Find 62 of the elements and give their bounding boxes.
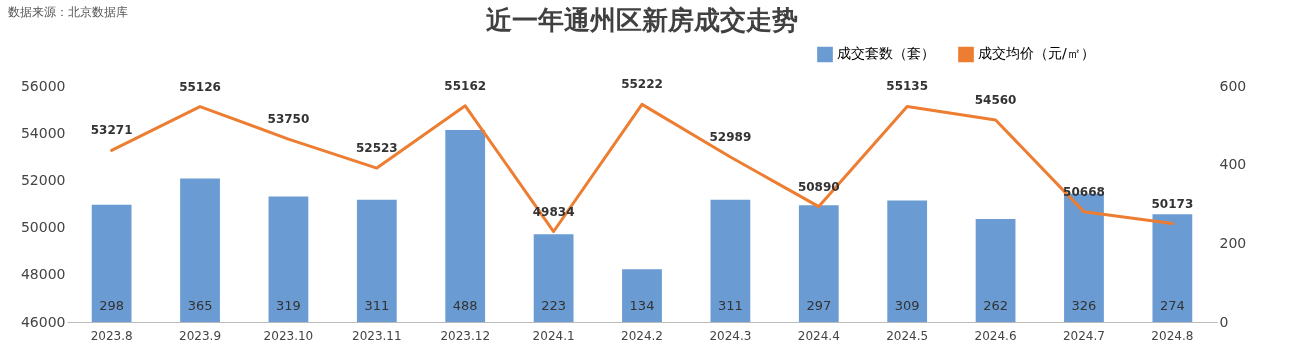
data-label: 298 bbox=[99, 298, 125, 313]
y2-tick-label: 600 bbox=[1219, 77, 1247, 94]
data-label: 223 bbox=[541, 298, 567, 313]
data-label: 55135 bbox=[886, 79, 929, 94]
data-label: 53271 bbox=[90, 123, 133, 138]
x-tick-label: 2024.3 bbox=[709, 328, 752, 342]
x-tick-label: 2023.8 bbox=[90, 328, 133, 342]
bar bbox=[268, 196, 309, 322]
bar bbox=[622, 269, 662, 322]
x-tick-label: 2024.2 bbox=[621, 328, 663, 342]
y-tick-label: 56000 bbox=[20, 77, 66, 94]
data-label: 297 bbox=[806, 298, 832, 313]
data-label: 262 bbox=[983, 298, 1008, 313]
y2-tick-label: 400 bbox=[1219, 156, 1247, 173]
data-label: 365 bbox=[187, 298, 213, 313]
data-label: 54560 bbox=[974, 92, 1017, 107]
bar bbox=[356, 199, 397, 322]
data-label: 326 bbox=[1071, 298, 1097, 313]
legend-label: 成交均价（元/㎡） bbox=[978, 45, 1095, 62]
bar bbox=[798, 205, 839, 322]
chart-title: 近一年通州区新房成交走势 bbox=[486, 5, 798, 35]
data-label: 55162 bbox=[444, 78, 487, 93]
x-tick-label: 2023.10 bbox=[263, 328, 314, 342]
bar bbox=[180, 178, 220, 322]
y-tick-label: 50000 bbox=[20, 219, 66, 236]
data-label: 50173 bbox=[1151, 196, 1194, 211]
y2-tick-label: 0 bbox=[1219, 313, 1229, 330]
data-label: 488 bbox=[452, 298, 478, 313]
data-label: 52523 bbox=[355, 141, 398, 156]
y-tick-label: 52000 bbox=[20, 171, 66, 188]
x-tick-label: 2024.7 bbox=[1062, 328, 1105, 342]
bar bbox=[1152, 214, 1193, 322]
data-label: 311 bbox=[364, 298, 390, 313]
data-label: 319 bbox=[276, 298, 301, 313]
data-label: 52989 bbox=[709, 130, 752, 145]
x-tick-label: 2024.1 bbox=[532, 328, 575, 342]
x-tick-label: 2023.12 bbox=[440, 328, 491, 342]
bar bbox=[975, 218, 1016, 322]
data-label: 53750 bbox=[267, 112, 310, 127]
y-tick-label: 48000 bbox=[20, 266, 66, 283]
bar bbox=[887, 200, 928, 322]
x-tick-label: 2023.11 bbox=[352, 328, 402, 342]
data-label: 55126 bbox=[179, 79, 221, 94]
data-label: 309 bbox=[894, 298, 920, 313]
data-label: 134 bbox=[629, 298, 655, 313]
y-tick-label: 46000 bbox=[20, 313, 66, 330]
x-tick-label: 2023.9 bbox=[179, 328, 222, 342]
x-tick-label: 2024.8 bbox=[1151, 328, 1194, 342]
bar bbox=[445, 130, 486, 322]
bar bbox=[710, 199, 751, 322]
legend-label: 成交套数（套） bbox=[837, 45, 935, 62]
data-label: 55222 bbox=[621, 77, 663, 92]
source-note: 数据来源：北京数据库 bbox=[8, 4, 128, 21]
data-label: 311 bbox=[717, 298, 743, 313]
bar bbox=[91, 204, 132, 322]
x-tick-label: 2024.5 bbox=[886, 328, 929, 342]
bar bbox=[533, 234, 574, 322]
y-tick-label: 54000 bbox=[20, 124, 66, 141]
y2-tick-label: 200 bbox=[1219, 234, 1247, 251]
data-label: 274 bbox=[1159, 298, 1185, 313]
x-tick-label: 2024.6 bbox=[974, 328, 1017, 342]
x-tick-label: 2024.4 bbox=[797, 328, 840, 342]
